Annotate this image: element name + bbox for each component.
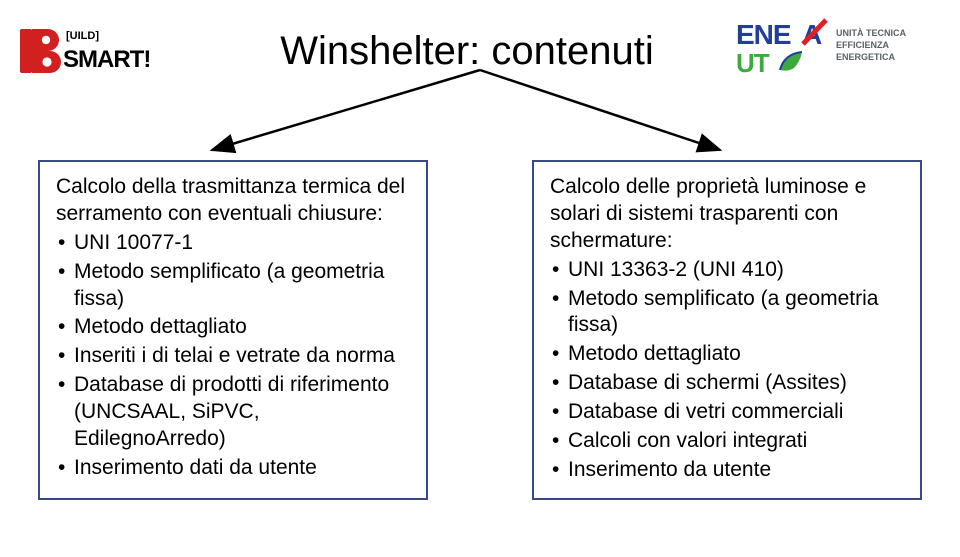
list-item: Database di vetri commerciali (550, 399, 904, 426)
list-item: Metodo semplificato (a geometria fissa) (56, 259, 410, 313)
diagram-arrows (0, 0, 960, 170)
list-item: UNI 10077-1 (56, 230, 410, 257)
left-box-lead: Calcolo della trasmittanza termica del s… (56, 174, 410, 228)
right-box-list: UNI 13363-2 (UNI 410) Metodo semplificat… (550, 257, 904, 484)
right-box-lead: Calcolo delle proprietà luminose e solar… (550, 174, 904, 255)
list-item: Metodo dettagliato (550, 341, 904, 368)
list-item: UNI 13363-2 (UNI 410) (550, 257, 904, 284)
left-box-list: UNI 10077-1 Metodo semplificato (a geome… (56, 230, 410, 482)
list-item: Database di prodotti di riferimento (UNC… (56, 372, 410, 453)
right-box: Calcolo delle proprietà luminose e solar… (532, 160, 922, 500)
list-item: Metodo dettagliato (56, 314, 410, 341)
list-item: Database di schermi (Assites) (550, 370, 904, 397)
list-item: Calcoli con valori integrati (550, 428, 904, 455)
left-box: Calcolo della trasmittanza termica del s… (38, 160, 428, 500)
list-item: Inserimento dati da utente (56, 455, 410, 482)
box-row: Calcolo della trasmittanza termica del s… (38, 160, 922, 500)
list-item: Inseriti i di telai e vetrate da norma (56, 343, 410, 370)
list-item: Inserimento da utente (550, 457, 904, 484)
list-item: Metodo semplificato (a geometria fissa) (550, 286, 904, 340)
